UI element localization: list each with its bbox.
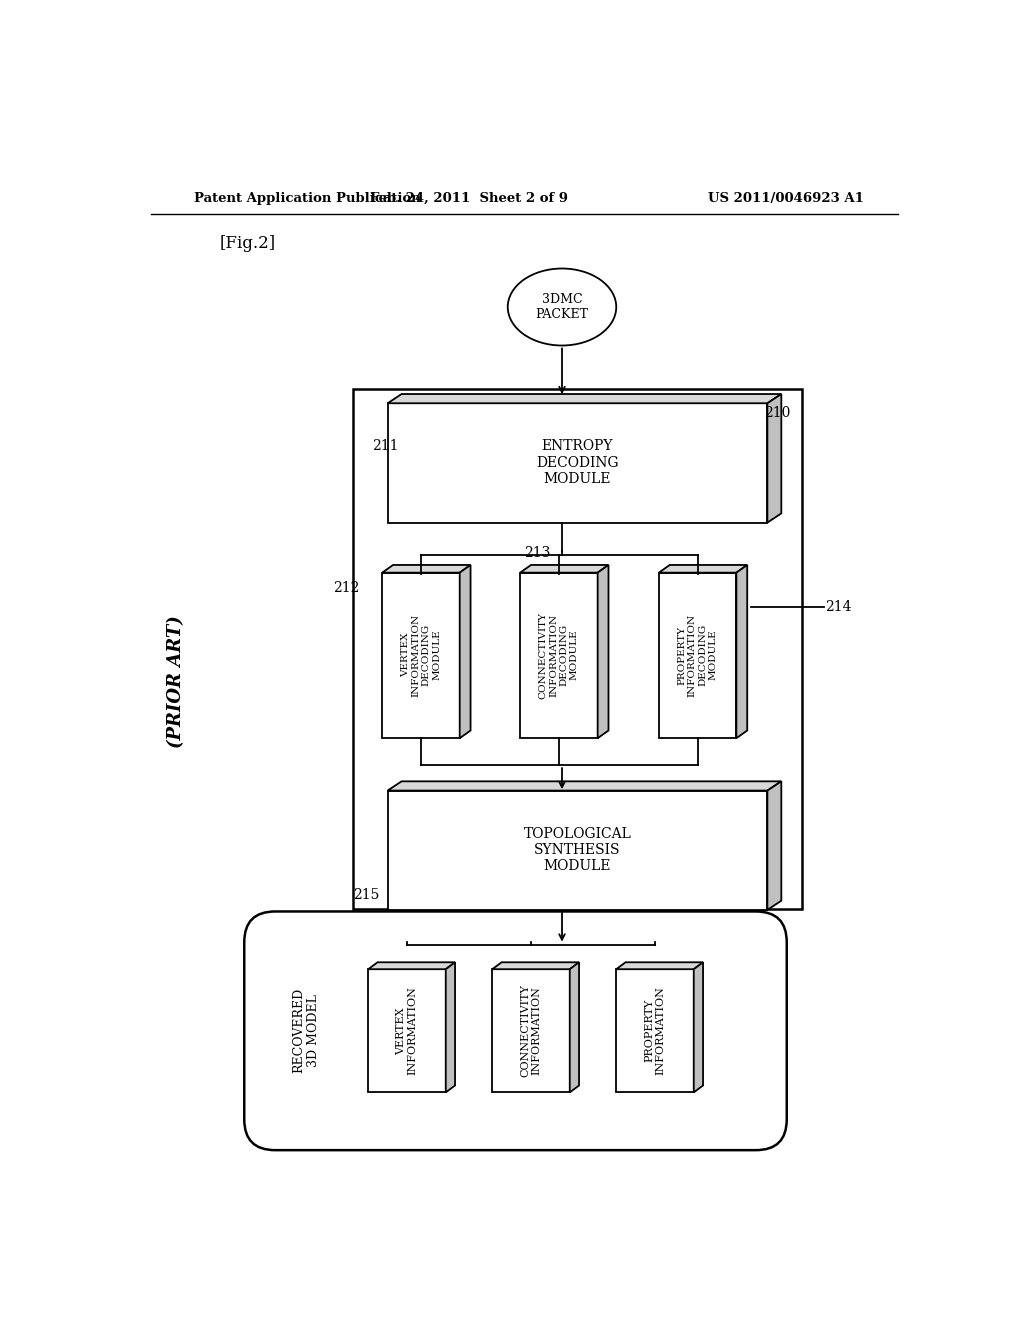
Polygon shape	[445, 962, 455, 1093]
Polygon shape	[658, 565, 748, 573]
Polygon shape	[493, 962, 579, 969]
Text: [Fig.2]: [Fig.2]	[219, 235, 275, 252]
Polygon shape	[382, 565, 471, 573]
Text: CONNECTIVITY
INFORMATION: CONNECTIVITY INFORMATION	[520, 985, 542, 1077]
Polygon shape	[388, 781, 781, 791]
Text: 215: 215	[353, 887, 380, 902]
Text: 211: 211	[372, 438, 398, 453]
Polygon shape	[388, 404, 767, 523]
Text: TOPOLOGICAL
SYNTHESIS
MODULE: TOPOLOGICAL SYNTHESIS MODULE	[523, 826, 632, 873]
Polygon shape	[369, 969, 445, 1093]
Polygon shape	[693, 962, 703, 1093]
Text: 210: 210	[764, 407, 791, 420]
Polygon shape	[767, 781, 781, 909]
Polygon shape	[388, 395, 781, 404]
Text: Feb. 24, 2011  Sheet 2 of 9: Feb. 24, 2011 Sheet 2 of 9	[370, 191, 568, 205]
Text: 212: 212	[333, 581, 359, 595]
Ellipse shape	[508, 268, 616, 346]
Text: US 2011/0046923 A1: US 2011/0046923 A1	[709, 191, 864, 205]
Polygon shape	[767, 395, 781, 523]
Polygon shape	[569, 962, 579, 1093]
Text: (PRIOR ART): (PRIOR ART)	[167, 615, 185, 748]
Polygon shape	[520, 565, 608, 573]
FancyBboxPatch shape	[245, 911, 786, 1150]
Bar	[352, 389, 802, 909]
Polygon shape	[598, 565, 608, 738]
Text: 3DMC
PACKET: 3DMC PACKET	[536, 293, 589, 321]
Polygon shape	[369, 962, 455, 969]
Polygon shape	[460, 565, 471, 738]
Text: 214: 214	[825, 601, 852, 614]
Polygon shape	[616, 962, 703, 969]
Polygon shape	[736, 565, 748, 738]
Text: PROPERTY
INFORMATION
DECODING
MODULE: PROPERTY INFORMATION DECODING MODULE	[678, 614, 718, 697]
Text: Patent Application Publication: Patent Application Publication	[194, 191, 421, 205]
Text: CONNECTIVITY
INFORMATION
DECODING
MODULE: CONNECTIVITY INFORMATION DECODING MODULE	[539, 611, 579, 698]
Polygon shape	[382, 573, 460, 738]
Polygon shape	[520, 573, 598, 738]
Polygon shape	[388, 791, 767, 909]
Text: VERTEX
INFORMATION: VERTEX INFORMATION	[396, 986, 418, 1076]
Polygon shape	[658, 573, 736, 738]
Polygon shape	[493, 969, 569, 1093]
Polygon shape	[616, 969, 693, 1093]
Text: VERTEX
INFORMATION
DECODING
MODULE: VERTEX INFORMATION DECODING MODULE	[400, 614, 441, 697]
Text: 213: 213	[524, 546, 551, 561]
Text: PROPERTY
INFORMATION: PROPERTY INFORMATION	[644, 986, 666, 1076]
Text: ENTROPY
DECODING
MODULE: ENTROPY DECODING MODULE	[537, 440, 618, 486]
Text: RECOVERED
3D MODEL: RECOVERED 3D MODEL	[292, 989, 321, 1073]
